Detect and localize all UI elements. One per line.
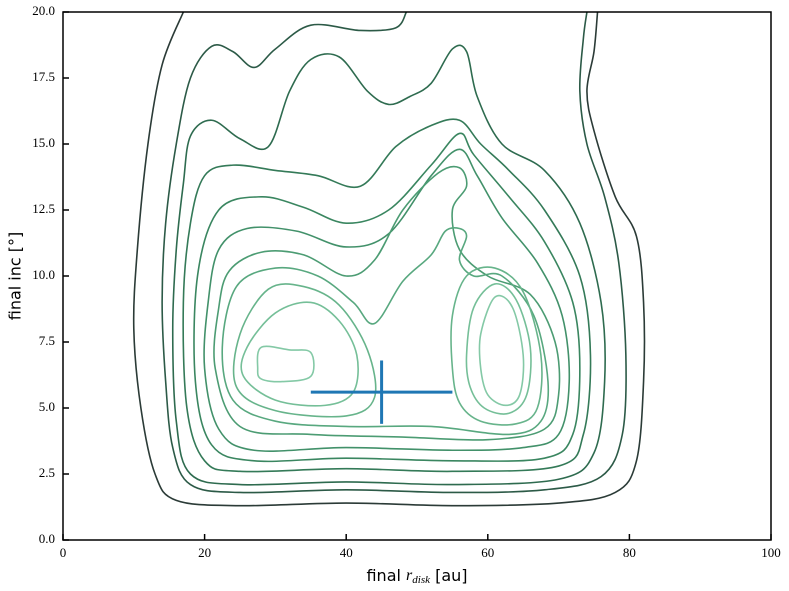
contour-line	[203, 148, 571, 452]
x-label-text: final	[366, 566, 400, 585]
contour-line	[465, 282, 532, 415]
y-tick-label: 2.5	[39, 465, 55, 480]
x-label-unit: [au]	[435, 566, 467, 585]
contour-line	[182, 118, 592, 473]
y-tick-label: 7.5	[39, 333, 55, 348]
x-tick-label: 40	[340, 545, 353, 560]
contour-line	[478, 294, 525, 407]
contour-line	[213, 165, 561, 441]
y-tick-label: 5.0	[39, 399, 55, 414]
x-tick-label: 0	[60, 545, 67, 560]
x-axis-label: final rdisk [au]	[366, 566, 467, 589]
contour-line	[193, 132, 581, 463]
x-tick-label: 60	[481, 545, 494, 560]
x-label-var: r	[406, 567, 413, 584]
y-tick-label: 10.0	[32, 267, 55, 282]
contour-line	[232, 283, 377, 418]
contour-line	[161, 12, 627, 494]
x-label-sub: disk	[412, 574, 431, 586]
x-tick-label: 100	[761, 545, 781, 560]
contour-layer	[132, 12, 646, 507]
contour-line	[171, 44, 606, 486]
y-tick-label: 12.5	[32, 201, 55, 216]
y-tick-label: 20.0	[32, 3, 55, 18]
x-tick-label: 80	[623, 545, 636, 560]
contour-line	[132, 12, 646, 507]
x-tick-label: 20	[198, 545, 211, 560]
y-tick-label: 15.0	[32, 135, 55, 150]
contour-line	[256, 345, 315, 383]
y-tick-label: 17.5	[32, 69, 55, 84]
y-tick-label: 0.0	[39, 531, 55, 546]
y-axis-label: final inc [°]	[6, 232, 25, 321]
contour-line	[450, 266, 543, 426]
contour-line	[221, 226, 550, 436]
contour-line	[240, 301, 359, 407]
